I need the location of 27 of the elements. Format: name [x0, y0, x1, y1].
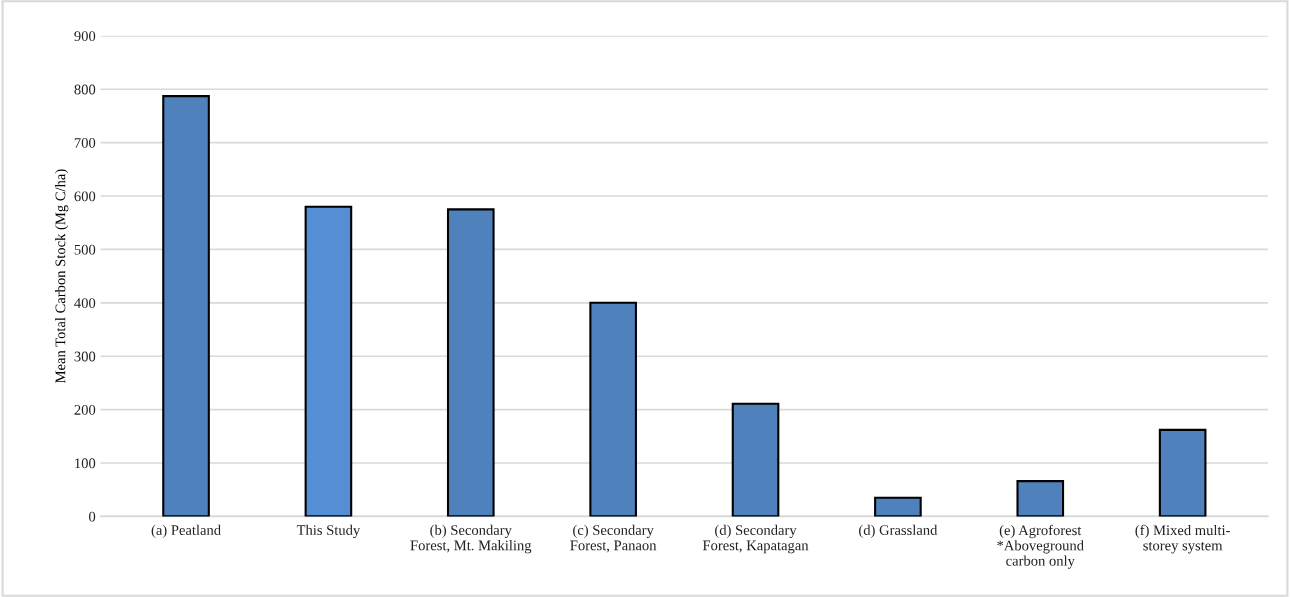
x-tick-label: This Study [296, 524, 361, 538]
bar [162, 95, 210, 517]
bar [874, 496, 922, 517]
x-tick-label: (d) Secondary Forest, Kapatagan [702, 524, 809, 554]
x-tick-label: (a) Peatland [151, 524, 221, 538]
y-tick-label: 700 [74, 137, 96, 148]
y-tick-label: 100 [75, 458, 96, 469]
y-tick-label: 900 [74, 31, 96, 42]
y-tick-label: 400 [74, 298, 96, 309]
x-tick-label: (f) Mixed multi- storey system [1135, 524, 1230, 554]
x-tick-label: (e) Agroforest *Aboveground carbon only [997, 524, 1084, 569]
y-tick-label: 300 [74, 351, 96, 362]
x-tick-label: (c) Secondary Forest, Panaon [570, 524, 657, 553]
bar [1158, 428, 1207, 517]
y-tick-label: 600 [74, 191, 96, 202]
bar [731, 402, 780, 517]
y-tick-label: 800 [74, 84, 96, 95]
bar [304, 205, 353, 517]
y-tick-label: 200 [74, 404, 96, 415]
y-tick-label: 0 [89, 511, 96, 522]
y-axis-title: Mean Total Carbon Stock (Mg C/ha) [55, 169, 69, 383]
bar [589, 301, 637, 517]
y-tick-label: 500 [74, 244, 96, 255]
x-tick-label: (d) Grassland [859, 524, 938, 538]
bar [1016, 480, 1065, 517]
x-tick-label: (b) Secondary Forest, Mt. Makiling [410, 524, 532, 554]
bar [446, 208, 495, 517]
